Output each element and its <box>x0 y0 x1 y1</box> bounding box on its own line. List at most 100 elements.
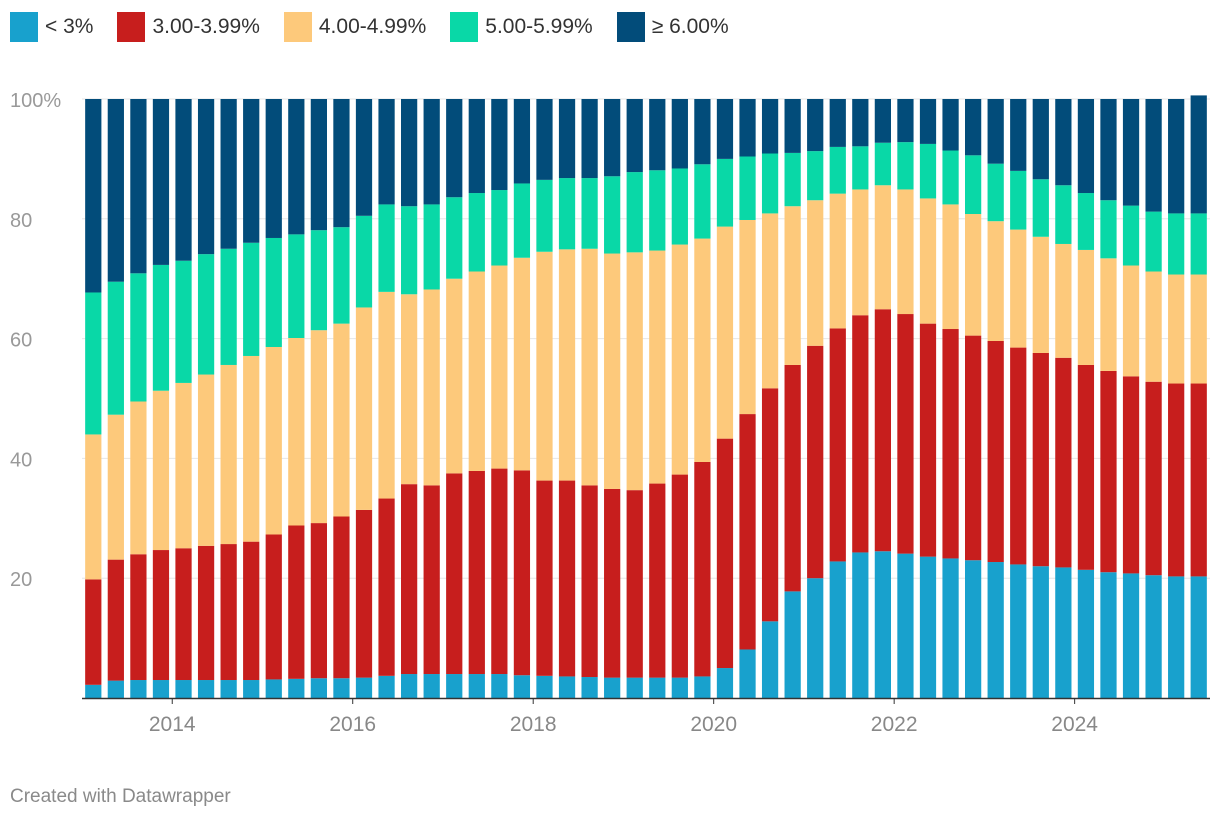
bar-segment-r4 <box>513 257 531 471</box>
bar-segment-lt3 <box>1190 576 1207 698</box>
bars <box>85 95 1207 698</box>
bar-segment-r5 <box>333 227 350 324</box>
bar-segment-r5 <box>1100 200 1117 259</box>
bar-segment-r5 <box>355 215 373 308</box>
bar-segment-r5 <box>1010 170 1027 230</box>
y-tick-label: 100% <box>10 90 61 112</box>
bar-segment-r3 <box>897 314 914 554</box>
bar-segment-ge6 <box>265 99 282 238</box>
bar-segment-r4 <box>626 252 643 491</box>
bar-segment-r5 <box>807 151 824 201</box>
x-tick-label: 2016 <box>329 713 376 736</box>
bar-segment-r3 <box>152 550 170 681</box>
bar-segment-r3 <box>197 545 215 681</box>
bar-segment-r3 <box>874 309 891 552</box>
bar-segment-lt3 <box>626 677 643 698</box>
bar-segment-r4 <box>85 434 102 580</box>
bar-segment-r5 <box>378 204 395 292</box>
bar-segment-r4 <box>288 338 305 526</box>
bar-segment-r4 <box>355 307 373 510</box>
bar-segment-lt3 <box>333 678 350 698</box>
bar-segment-r3 <box>468 470 485 675</box>
bar-segment-ge6 <box>626 99 643 173</box>
bar-segment-lt3 <box>558 676 576 698</box>
bar-segment-ge6 <box>310 99 327 231</box>
bar-segment-ge6 <box>987 99 1004 164</box>
bar-segment-ge6 <box>1077 99 1095 194</box>
bar-segment-lt3 <box>716 668 734 698</box>
legend-item-ge6[interactable]: ≥ 6.00% <box>616 12 729 42</box>
bar-segment-r4 <box>965 214 982 336</box>
bar-segment-lt3 <box>829 561 846 698</box>
bar-segment-r5 <box>310 230 327 331</box>
bar-segment-r3 <box>716 438 734 669</box>
bar-segment-lt3 <box>355 677 373 698</box>
bar-segment-r3 <box>378 498 395 676</box>
bar-segment-r4 <box>784 206 801 365</box>
bar-segment-ge6 <box>1100 99 1117 201</box>
bar-segment-ge6 <box>1145 99 1162 212</box>
bar-segment-ge6 <box>175 99 192 261</box>
bar-segment-r5 <box>942 150 959 205</box>
bar-segment-r3 <box>581 485 598 678</box>
bar-segment-r5 <box>965 155 982 215</box>
bar-segment-r5 <box>739 156 756 220</box>
bar-segment-r4 <box>333 323 350 517</box>
bar-segment-r3 <box>491 468 508 675</box>
bar-segment-r3 <box>175 548 192 681</box>
bar-segment-r3 <box>987 341 1004 563</box>
bar-segment-lt3 <box>1077 569 1095 698</box>
bar-segment-r3 <box>107 559 124 681</box>
legend-item-3-to-4[interactable]: 3.00-3.99% <box>117 12 260 42</box>
bar-segment-r5 <box>1190 213 1207 275</box>
bar-segment-r5 <box>829 146 846 194</box>
bar-segment-lt3 <box>107 680 124 698</box>
bar-segment-ge6 <box>807 99 824 152</box>
bar-segment-r4 <box>807 200 824 346</box>
bar-segment-lt3 <box>243 680 260 698</box>
bar-segment-ge6 <box>333 99 350 228</box>
bar-segment-lt3 <box>220 680 237 698</box>
bar-segment-ge6 <box>716 99 734 159</box>
bar-segment-r3 <box>446 473 463 675</box>
x-tick-label: 2014 <box>149 713 196 736</box>
bar-segment-r3 <box>671 474 688 678</box>
bar-segment-lt3 <box>604 677 621 698</box>
bar-segment-r3 <box>807 345 824 579</box>
bar-segment-ge6 <box>671 99 688 169</box>
bar-segment-lt3 <box>175 680 192 698</box>
bar-segment-ge6 <box>1010 99 1027 171</box>
bar-segment-r5 <box>1168 213 1185 275</box>
bar-segment-ge6 <box>919 99 937 144</box>
bar-segment-lt3 <box>1010 564 1027 698</box>
bar-segment-r4 <box>107 414 124 560</box>
bar-segment-r3 <box>288 525 305 679</box>
bar-segment-r5 <box>468 193 485 272</box>
bar-segment-r3 <box>220 544 237 681</box>
bar-segment-lt3 <box>1145 575 1162 698</box>
bar-segment-r5 <box>85 292 102 435</box>
legend-item-4-to-5[interactable]: 4.00-4.99% <box>283 12 426 42</box>
bar-segment-lt3 <box>581 677 598 698</box>
legend-swatch-4-to-5 <box>283 12 312 42</box>
bar-segment-lt3 <box>761 621 779 698</box>
bar-segment-r4 <box>919 198 937 324</box>
bar-segment-r4 <box>1190 274 1207 384</box>
bar-segment-r3 <box>1122 376 1140 574</box>
bar-segment-r4 <box>536 251 553 481</box>
bar-segment-lt3 <box>1168 576 1185 698</box>
bar-segment-ge6 <box>288 99 305 235</box>
legend-item-5-to-6[interactable]: 5.00-5.99% <box>450 12 593 42</box>
bar-segment-lt3 <box>1100 572 1117 698</box>
bar-segment-r4 <box>1055 243 1072 358</box>
bar-segment-r5 <box>107 281 124 415</box>
bar-segment-r3 <box>1190 383 1207 577</box>
bar-segment-r4 <box>761 213 779 389</box>
legend-label-5-to-6: 5.00-5.99% <box>485 15 593 38</box>
bar-segment-ge6 <box>829 99 846 147</box>
credit-text: Created with Datawrapper <box>10 786 231 807</box>
bar-segment-r3 <box>626 490 643 678</box>
legend-item-lt3[interactable]: < 3% <box>10 12 93 42</box>
bar-segment-r4 <box>175 382 192 549</box>
x-tick-label: 2018 <box>510 713 557 736</box>
